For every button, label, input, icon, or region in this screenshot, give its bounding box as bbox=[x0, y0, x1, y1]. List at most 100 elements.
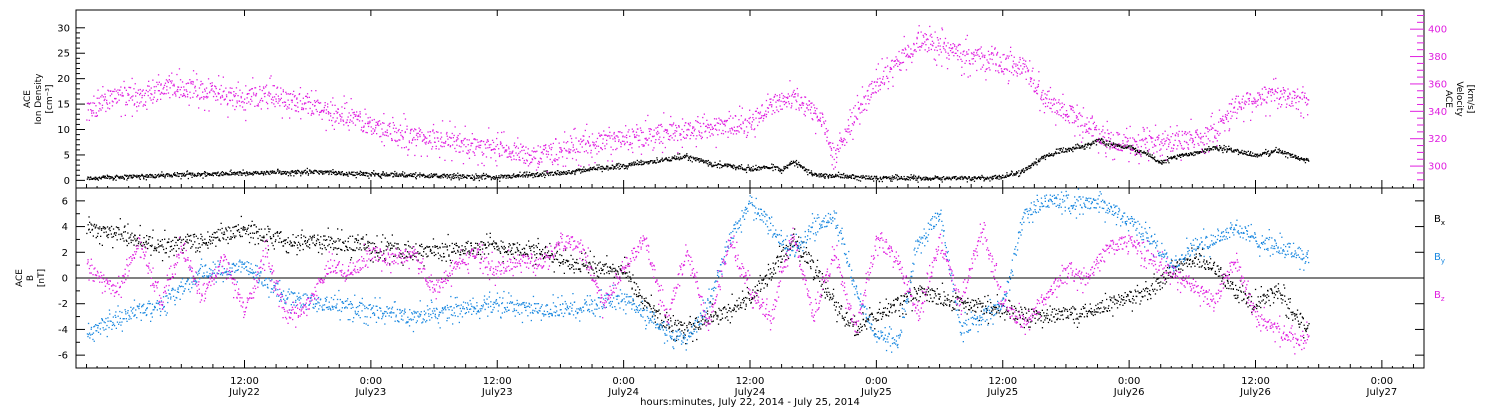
velocity-point bbox=[344, 107, 346, 109]
density-point bbox=[1000, 176, 1002, 178]
velocity-point bbox=[197, 94, 199, 96]
velocity-point bbox=[246, 97, 248, 99]
velocity-point bbox=[660, 123, 662, 126]
velocity-point bbox=[663, 130, 665, 132]
density-point bbox=[387, 174, 389, 176]
density-point bbox=[872, 177, 875, 180]
velocity-point bbox=[716, 129, 718, 131]
density-point bbox=[545, 170, 547, 172]
velocity-point bbox=[440, 136, 443, 138]
velocity-point bbox=[447, 138, 449, 140]
velocity-point bbox=[956, 46, 958, 48]
velocity-point bbox=[313, 113, 315, 115]
velocity-point bbox=[617, 136, 619, 138]
velocity-point bbox=[456, 144, 458, 146]
density-point bbox=[699, 160, 702, 162]
velocity-point bbox=[746, 120, 748, 122]
density-point bbox=[889, 176, 891, 178]
density-point bbox=[591, 169, 594, 171]
velocity-point bbox=[841, 144, 844, 146]
density-point bbox=[193, 175, 195, 177]
velocity-point bbox=[692, 126, 694, 128]
density-point bbox=[815, 173, 817, 175]
velocity-point bbox=[203, 98, 205, 100]
velocity-point bbox=[1010, 72, 1013, 74]
density-point bbox=[978, 176, 980, 178]
velocity-point bbox=[1192, 140, 1194, 142]
density-point bbox=[300, 173, 302, 175]
density-point bbox=[817, 174, 819, 176]
density-point bbox=[688, 157, 690, 159]
velocity-point bbox=[124, 86, 126, 89]
density-point bbox=[305, 172, 307, 175]
density-point bbox=[844, 174, 846, 177]
velocity-point bbox=[113, 90, 115, 93]
velocity-point bbox=[1227, 112, 1230, 114]
velocity-point bbox=[711, 126, 713, 128]
density-point bbox=[1197, 153, 1199, 155]
velocity-point bbox=[853, 121, 855, 123]
density-point bbox=[150, 176, 152, 178]
velocity-point bbox=[608, 126, 610, 129]
density-point bbox=[976, 177, 978, 179]
velocity-point bbox=[817, 120, 819, 122]
velocity-point bbox=[836, 156, 838, 159]
velocity-point bbox=[781, 108, 783, 110]
velocity-point bbox=[901, 52, 903, 54]
velocity-point bbox=[941, 29, 944, 31]
velocity-point bbox=[307, 112, 309, 114]
velocity-point bbox=[1157, 139, 1159, 141]
velocity-point bbox=[656, 133, 658, 136]
density-point bbox=[1220, 146, 1222, 148]
velocity-point bbox=[1198, 136, 1200, 138]
density-point bbox=[127, 174, 129, 177]
velocity-point bbox=[631, 142, 633, 145]
velocity-point bbox=[454, 126, 456, 128]
velocity-point bbox=[991, 45, 993, 48]
velocity-point bbox=[265, 84, 268, 86]
density-point bbox=[487, 174, 489, 177]
velocity-point bbox=[86, 119, 88, 121]
velocity-point bbox=[513, 142, 516, 144]
velocity-point bbox=[1148, 148, 1150, 151]
velocity-point bbox=[869, 99, 871, 101]
density-point bbox=[834, 175, 837, 177]
velocity-point bbox=[435, 145, 437, 147]
velocity-point bbox=[573, 128, 575, 130]
velocity-point bbox=[1116, 149, 1118, 151]
velocity-point bbox=[240, 97, 242, 99]
velocity-point bbox=[705, 130, 707, 132]
density-point bbox=[777, 166, 779, 169]
velocity-point bbox=[1222, 122, 1224, 124]
density-point bbox=[199, 175, 201, 177]
density-point bbox=[351, 171, 353, 173]
velocity-point bbox=[645, 138, 647, 140]
velocity-point bbox=[600, 147, 602, 149]
density-point bbox=[566, 172, 569, 174]
density-point bbox=[1036, 164, 1038, 166]
velocity-point bbox=[1193, 146, 1195, 148]
velocity-point bbox=[1146, 127, 1148, 129]
density-point bbox=[298, 170, 300, 173]
velocity-point bbox=[330, 101, 332, 103]
density-point bbox=[912, 178, 915, 180]
velocity-point bbox=[603, 130, 605, 132]
velocity-point bbox=[305, 95, 308, 97]
velocity-point bbox=[964, 54, 966, 57]
velocity-point bbox=[547, 153, 550, 156]
velocity-point bbox=[144, 92, 146, 94]
density-point bbox=[719, 167, 721, 169]
velocity-point bbox=[88, 103, 91, 105]
velocity-point bbox=[794, 96, 796, 98]
velocity-point bbox=[248, 89, 251, 92]
velocity-point bbox=[591, 133, 594, 135]
velocity-point bbox=[728, 117, 730, 120]
velocity-point bbox=[400, 134, 402, 136]
velocity-point bbox=[244, 98, 246, 100]
density-point bbox=[1061, 151, 1063, 153]
density-point bbox=[269, 173, 271, 176]
density-point bbox=[523, 172, 525, 174]
density-point bbox=[380, 173, 382, 176]
velocity-point bbox=[930, 48, 932, 51]
velocity-point bbox=[381, 141, 383, 143]
